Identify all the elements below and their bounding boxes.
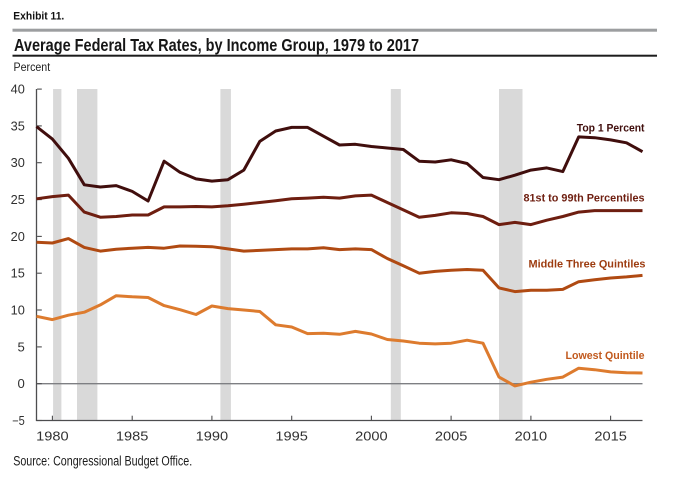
- svg-text:0: 0: [18, 377, 25, 391]
- svg-text:10: 10: [11, 303, 25, 317]
- svg-text:Top 1 Percent: Top 1 Percent: [577, 123, 645, 135]
- svg-text:40: 40: [11, 83, 25, 97]
- svg-text:1990: 1990: [196, 430, 229, 444]
- svg-text:Source: Congressional Budget O: Source: Congressional Budget Office.: [13, 454, 192, 469]
- svg-text:Average Federal Tax Rates, by: Average Federal Tax Rates, by Income Gro…: [14, 35, 419, 55]
- svg-text:2005: 2005: [435, 430, 468, 444]
- svg-text:Middle Three Quintiles: Middle Three Quintiles: [529, 258, 646, 270]
- svg-text:20: 20: [11, 230, 25, 244]
- svg-text:1995: 1995: [275, 430, 308, 444]
- svg-text:2015: 2015: [594, 430, 627, 444]
- svg-text:−5: −5: [12, 414, 25, 428]
- svg-text:2000: 2000: [355, 430, 388, 444]
- svg-text:25: 25: [11, 193, 25, 207]
- svg-text:Lowest Quintile: Lowest Quintile: [566, 350, 645, 362]
- svg-text:2010: 2010: [515, 430, 548, 444]
- svg-text:15: 15: [11, 267, 25, 281]
- svg-text:1985: 1985: [116, 430, 149, 444]
- svg-text:30: 30: [11, 156, 25, 170]
- svg-text:81st to 99th Percentiles: 81st to 99th Percentiles: [524, 192, 645, 204]
- svg-text:5: 5: [18, 340, 25, 354]
- svg-text:1980: 1980: [36, 430, 69, 444]
- svg-text:Exhibit 11.: Exhibit 11.: [13, 11, 64, 23]
- svg-text:35: 35: [11, 119, 25, 133]
- svg-text:Percent: Percent: [14, 60, 51, 74]
